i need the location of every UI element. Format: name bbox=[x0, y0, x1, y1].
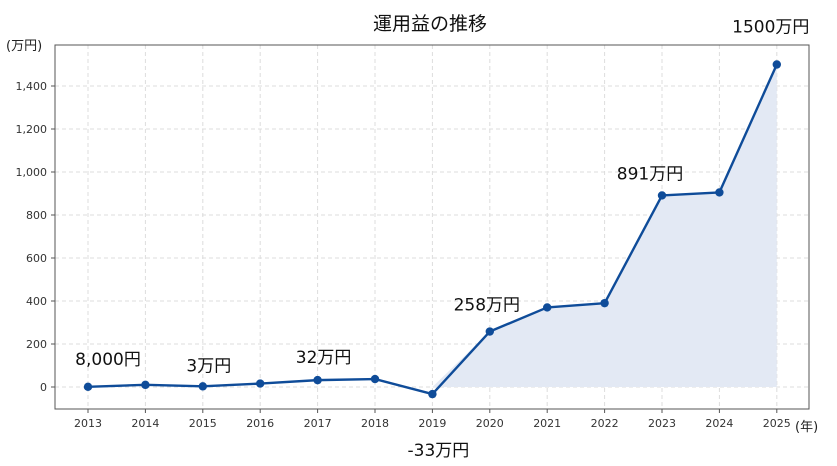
y-tick-label: 400 bbox=[26, 295, 47, 308]
x-tick-label: 2018 bbox=[361, 417, 389, 430]
x-tick-label: 2014 bbox=[131, 417, 159, 430]
x-tick-label: 2019 bbox=[418, 417, 446, 430]
data-point bbox=[313, 375, 322, 385]
data-point bbox=[370, 374, 380, 384]
x-tick-label: 2022 bbox=[591, 417, 619, 430]
data-point bbox=[772, 60, 781, 69]
data-point bbox=[141, 380, 150, 390]
data-label: 1500万円 bbox=[732, 18, 809, 38]
x-tick-label: 2017 bbox=[304, 417, 332, 430]
data-point bbox=[83, 382, 93, 392]
area-layer bbox=[432, 64, 777, 387]
y-tick-label: 600 bbox=[26, 252, 47, 265]
area-fill bbox=[432, 64, 777, 387]
data-point bbox=[543, 303, 552, 312]
data-label: 891万円 bbox=[617, 164, 683, 184]
chart-title: 運用益の推移 bbox=[373, 13, 487, 35]
y-tick-label: 0 bbox=[40, 381, 47, 394]
y-tick-label: 800 bbox=[26, 209, 47, 222]
data-point bbox=[657, 191, 667, 200]
data-label: 8,000円 bbox=[75, 350, 141, 370]
data-point bbox=[256, 379, 265, 388]
data-point bbox=[715, 188, 724, 197]
x-tick-label: 2023 bbox=[648, 417, 676, 430]
points-layer bbox=[83, 60, 781, 399]
data-point bbox=[428, 389, 437, 399]
data-label: 32万円 bbox=[296, 348, 352, 368]
data-point bbox=[485, 327, 494, 336]
x-axis-unit-label: (年) bbox=[795, 420, 818, 435]
y-axis-unit-label: (万円) bbox=[6, 39, 42, 54]
y-tick-label: 1,400 bbox=[16, 80, 48, 93]
data-point bbox=[600, 298, 609, 308]
x-tick-label: 2024 bbox=[705, 417, 733, 430]
data-point bbox=[198, 382, 207, 391]
data-label: 3万円 bbox=[186, 356, 231, 376]
x-tick-label: 2016 bbox=[246, 417, 274, 430]
data-label: -33万円 bbox=[408, 441, 470, 461]
x-tick-label: 2020 bbox=[476, 417, 504, 430]
x-tick-label: 2025 bbox=[763, 417, 791, 430]
x-tick-label: 2021 bbox=[533, 417, 561, 430]
y-tick-label: 200 bbox=[26, 338, 47, 351]
x-ticks-layer: 2013 2014 2015 2016 2017 2018 2019 2020 2021 2022… bbox=[74, 409, 791, 430]
annotations-layer: 8,000円 3万円 32万円 -33万円 258万円 891万円 1500万円 bbox=[75, 18, 809, 462]
x-tick-label: 2013 bbox=[74, 417, 102, 430]
data-label: 258万円 bbox=[454, 296, 520, 316]
y-tick-label: 1,200 bbox=[16, 123, 48, 136]
y-tick-label: 1,000 bbox=[16, 166, 48, 179]
x-tick-label: 2015 bbox=[189, 417, 217, 430]
y-ticks-layer: 0 200 400 600 800 1,000 1,200 1,400 bbox=[16, 80, 55, 394]
